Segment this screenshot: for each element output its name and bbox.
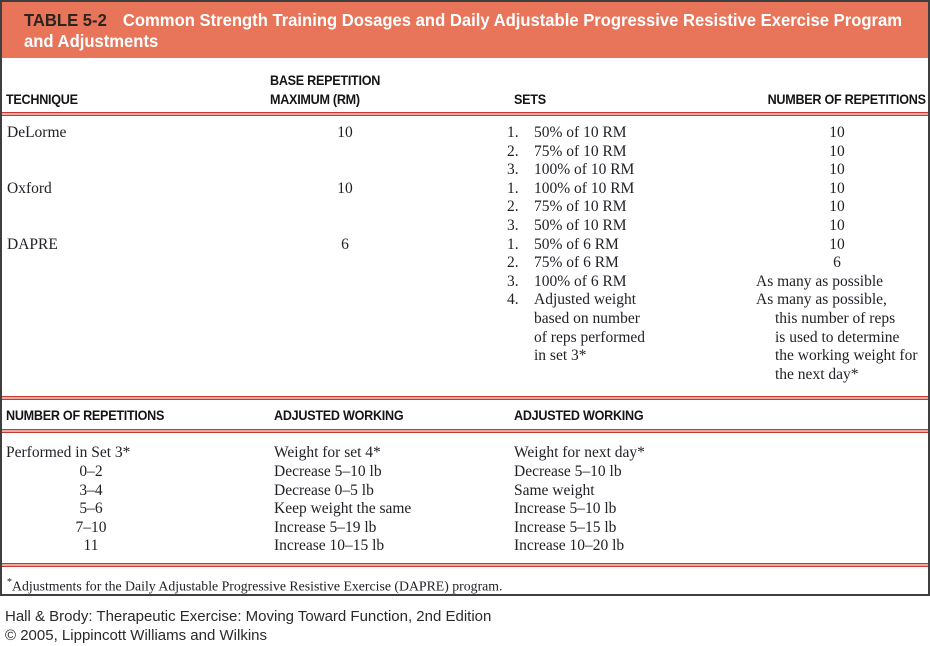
table1-header-row: TECHNIQUE BASE REPETITION MAXIMUM (RM) S… bbox=[2, 58, 928, 112]
red-rule-1 bbox=[2, 112, 928, 116]
footnote-marker: * bbox=[7, 576, 12, 588]
header-sets: SETS bbox=[514, 91, 546, 107]
reps-cell: 10 10 10 bbox=[829, 179, 845, 234]
source-credits: Hall & Brody: Therapeutic Exercise: Movi… bbox=[5, 608, 930, 645]
technique-cell: Oxford bbox=[7, 179, 52, 197]
header-adjusted-working-2: ADJUSTED WORKING bbox=[514, 407, 644, 424]
base-rm-cell: 10 bbox=[337, 179, 353, 197]
banner-line-2: and Adjustments bbox=[24, 31, 873, 52]
credit-book-title: Hall & Brody: Therapeutic Exercise: Movi… bbox=[5, 608, 492, 625]
credit-copyright: © 2005, Lippincott Williams and Wilkins bbox=[5, 626, 267, 644]
footnote: *Adjustments for the Daily Adjustable Pr… bbox=[2, 567, 928, 596]
table-banner: TABLE 5-2 Common Strength Training Dosag… bbox=[2, 2, 928, 58]
reps-cell: 10 6 As many as possible As many as poss… bbox=[756, 235, 918, 383]
technique-cell: DeLorme bbox=[7, 124, 67, 141]
table1-body: DeLorme 10 1. 50% of 10 RM 2. 75% of 10 RM… bbox=[2, 116, 928, 396]
red-rule-4 bbox=[2, 562, 928, 567]
table-box: TABLE 5-2 Common Strength Training Dosag… bbox=[0, 0, 930, 596]
table-row: 11 Increase 10–15 lb Increase 10–20 lb bbox=[83, 537, 625, 555]
header-technique: TECHNIQUE bbox=[6, 91, 78, 107]
table2-body: Performed in Set 3* Weight for set 4* We… bbox=[2, 433, 928, 563]
base-rm-cell: 10 bbox=[337, 124, 353, 141]
table-title-line1: Common Strength Training Dosages and Dai… bbox=[122, 10, 903, 30]
red-rule-2 bbox=[2, 396, 928, 401]
sets-cell: 1. 50% of 10 RM 2. 75% of 10 RM 3. 100% of … bbox=[507, 124, 635, 179]
header-adjusted-working-1: ADJUSTED WORKING bbox=[274, 407, 404, 424]
table-row-dapre: DAPRE 6 1. 50% of 6 RM 2. 75% of 6 RM 3. 10… bbox=[2, 236, 928, 385]
technique-cell: DAPRE bbox=[7, 235, 58, 253]
header-number-of-repetitions-2: NUMBER OF REPETITIONS bbox=[6, 407, 165, 424]
table-row: Performed in Set 3* Weight for set 4* We… bbox=[6, 444, 645, 462]
header-number-of-repetitions: NUMBER OF REPETITIONS bbox=[767, 91, 926, 107]
table2-header-row: NUMBER OF REPETITIONS ADJUSTED WORKING A… bbox=[2, 400, 928, 429]
red-rule-3 bbox=[2, 429, 928, 434]
sets-cell: 1. 100% of 10 RM 2. 75% of 10 RM 3. 50% of … bbox=[507, 179, 635, 234]
base-rm-cell: 6 bbox=[341, 235, 349, 253]
table-row: 5–6 Keep weight the same Increase 5–10 l… bbox=[79, 500, 617, 518]
table-row: 3–4 Decrease 0–5 lb Same weight bbox=[79, 481, 595, 499]
footnote-text: Adjustments for the Daily Adjustable Pro… bbox=[12, 578, 503, 594]
reps-cell: 10 10 10 bbox=[829, 124, 845, 179]
table-title-line2: and Adjustments bbox=[24, 31, 159, 51]
header-base-rm: BASE REPETITION MAXIMUM (RM) bbox=[270, 72, 381, 107]
table-row-oxford: Oxford 10 1. 100% of 10 RM 2. 75% of 10 RM… bbox=[2, 180, 928, 236]
banner-line-1: TABLE 5-2 Common Strength Training Dosag… bbox=[24, 10, 902, 31]
table-row: 0–2 Decrease 5–10 lb Decrease 5–10 lb bbox=[79, 462, 622, 480]
table-number-label: TABLE 5-2 bbox=[24, 10, 107, 30]
table-row-delorme: DeLorme 10 1. 50% of 10 RM 2. 75% of 10 RM… bbox=[2, 124, 928, 180]
table-row: 7–10 Increase 5–19 lb Increase 5–15 lb bbox=[75, 518, 617, 536]
sets-cell: 1. 50% of 6 RM 2. 75% of 6 RM 3. 100% of 6 … bbox=[507, 235, 646, 365]
